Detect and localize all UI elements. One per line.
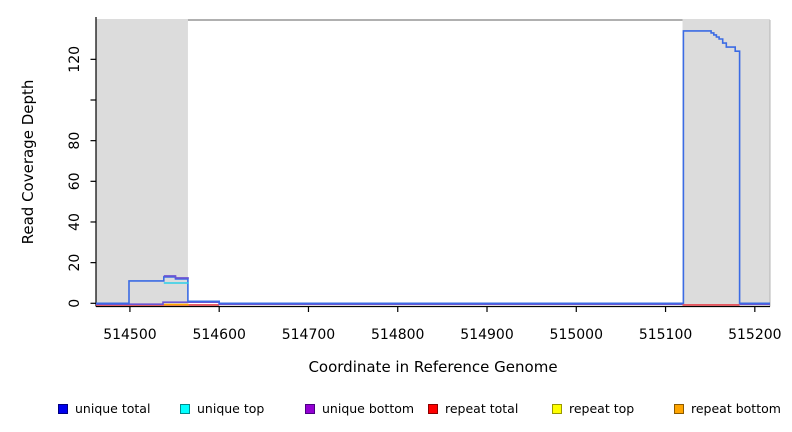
legend: unique total unique top unique bottom repea… xyxy=(0,398,792,424)
x-tick-label: 515100 xyxy=(639,327,692,343)
y-tick-label: 60 xyxy=(67,172,83,190)
legend-swatch-icon xyxy=(58,403,68,414)
legend-swatch-icon xyxy=(674,403,684,414)
series-line-unique-bottom xyxy=(163,275,189,279)
legend-swatch-icon xyxy=(552,403,562,414)
y-axis-title: Read Coverage Depth xyxy=(19,80,37,245)
legend-item-unique-top: unique top xyxy=(180,401,264,416)
legend-swatch-icon xyxy=(305,403,315,414)
repeat-region-1 xyxy=(682,19,770,306)
x-axis-title: Coordinate in Reference Genome xyxy=(308,358,557,376)
plot-frame xyxy=(95,17,771,308)
legend-swatch-icon xyxy=(428,403,438,414)
y-tick-label: 80 xyxy=(67,132,83,150)
coverage-series-lines xyxy=(96,30,770,306)
y-tick-label: 0 xyxy=(67,299,83,308)
x-tick-label: 514900 xyxy=(460,327,513,343)
coverage-plot: 514500 514600 514700 514800 514900 515000 5151… xyxy=(19,17,782,376)
legend-label: repeat top xyxy=(569,401,635,416)
legend-label: unique top xyxy=(197,401,265,416)
y-tick-label: 40 xyxy=(67,213,83,231)
legend-item-repeat-total: repeat total xyxy=(428,401,518,416)
legend-label: unique bottom xyxy=(322,401,415,416)
coverage-plot-canvas: 514500 514600 514700 514800 514900 515000 5151… xyxy=(19,17,782,376)
series-line-unique-bottom xyxy=(96,301,683,305)
x-tick-label: 514800 xyxy=(371,327,424,343)
legend-item-unique-bottom: unique bottom xyxy=(305,401,414,416)
legend-item-repeat-bottom: repeat bottom xyxy=(674,401,781,416)
y-tick-label: 120 xyxy=(67,46,83,73)
x-tick-label: 515200 xyxy=(728,327,781,343)
x-tick-label: 514500 xyxy=(103,327,156,343)
legend-item-unique-total: unique total xyxy=(58,401,150,416)
y-axis-ticks: 0 20 40 60 80 120 xyxy=(67,46,96,308)
x-tick-label: 514600 xyxy=(192,327,245,343)
x-tick-label: 514700 xyxy=(282,327,335,343)
legend-item-repeat-top: repeat top xyxy=(552,401,634,416)
legend-label: unique total xyxy=(75,401,151,416)
legend-label: repeat bottom xyxy=(691,401,781,416)
repeat-region-shading xyxy=(96,19,770,306)
legend-label: repeat total xyxy=(445,401,519,416)
legend-swatch-icon xyxy=(180,403,190,414)
repeat-region-0 xyxy=(96,19,188,306)
x-axis-ticks: 514500 514600 514700 514800 514900 515000 5151… xyxy=(103,306,782,343)
series-line-unique-total xyxy=(96,30,770,305)
x-tick-label: 515000 xyxy=(550,327,603,343)
y-tick-label: 20 xyxy=(67,254,83,272)
